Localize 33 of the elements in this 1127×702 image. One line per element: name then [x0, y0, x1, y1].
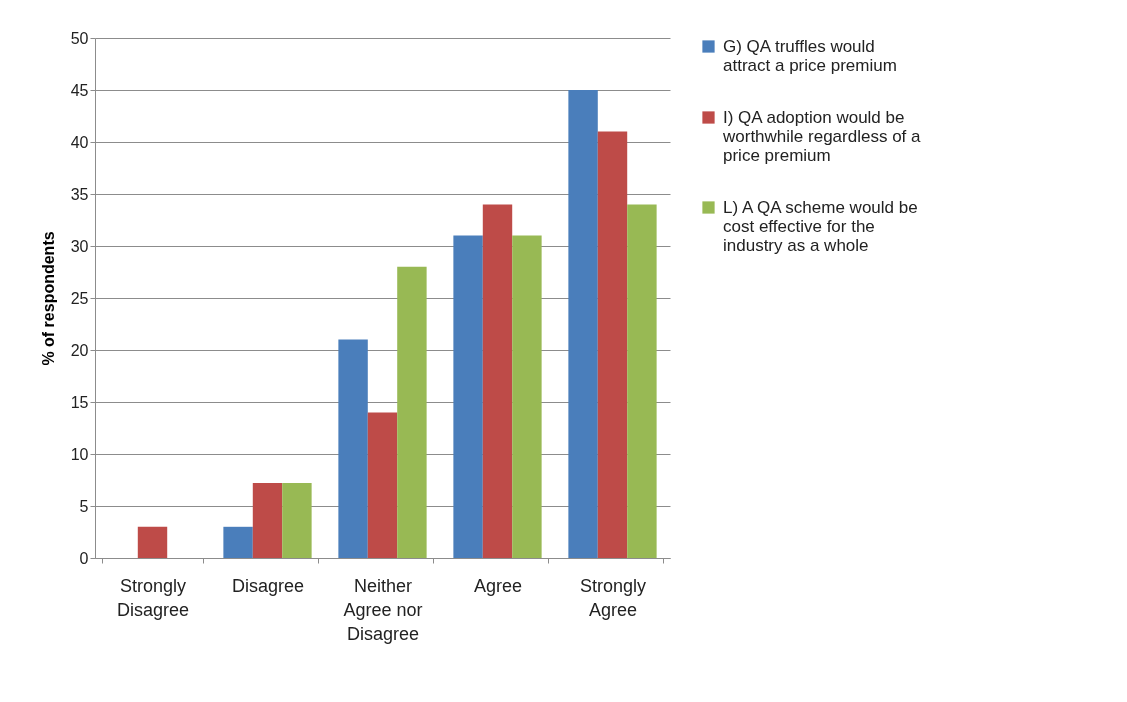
x-tick-label: Strongly Disagree — [116, 575, 190, 620]
bar — [137, 526, 168, 558]
bar — [367, 412, 398, 558]
y-tick-label: 50 — [70, 29, 89, 47]
legend-label: L) A QA scheme would be cost effective for the industry as a whole — [723, 197, 918, 255]
bar — [512, 235, 542, 558]
legend-label: G) QA truffles would attract a price premium — [723, 36, 897, 75]
bar — [627, 204, 657, 558]
x-tick-label: Neither Agree nor Disagree — [343, 575, 423, 644]
bar — [282, 483, 312, 558]
y-tick-label: 45 — [70, 81, 89, 99]
bar — [568, 90, 598, 558]
bar — [252, 483, 283, 558]
y-tick-label: 25 — [70, 289, 89, 307]
y-tick-label: 15 — [70, 393, 89, 411]
legend-label: I) QA adoption would be worthwhile regardless of a price premium — [722, 107, 922, 165]
bar — [338, 339, 368, 558]
y-tick-label: 35 — [70, 185, 89, 203]
bar — [453, 235, 483, 558]
bar — [223, 526, 253, 558]
y-axis-title: % of respondents — [39, 231, 57, 366]
y-tick-label: 40 — [70, 133, 89, 151]
y-tick-label: 30 — [70, 237, 89, 255]
y-tick-label: 10 — [70, 445, 89, 463]
bar — [482, 204, 513, 558]
x-tick-label: Strongly Agree — [579, 575, 647, 620]
y-tick-label: 20 — [70, 341, 89, 359]
bar — [397, 266, 427, 558]
x-tick-label: Disagree — [231, 575, 305, 596]
bar — [597, 131, 628, 558]
y-tick-label: 0 — [79, 549, 89, 567]
y-tick-label: 5 — [79, 497, 89, 515]
x-tick-label: Agree — [473, 575, 523, 596]
